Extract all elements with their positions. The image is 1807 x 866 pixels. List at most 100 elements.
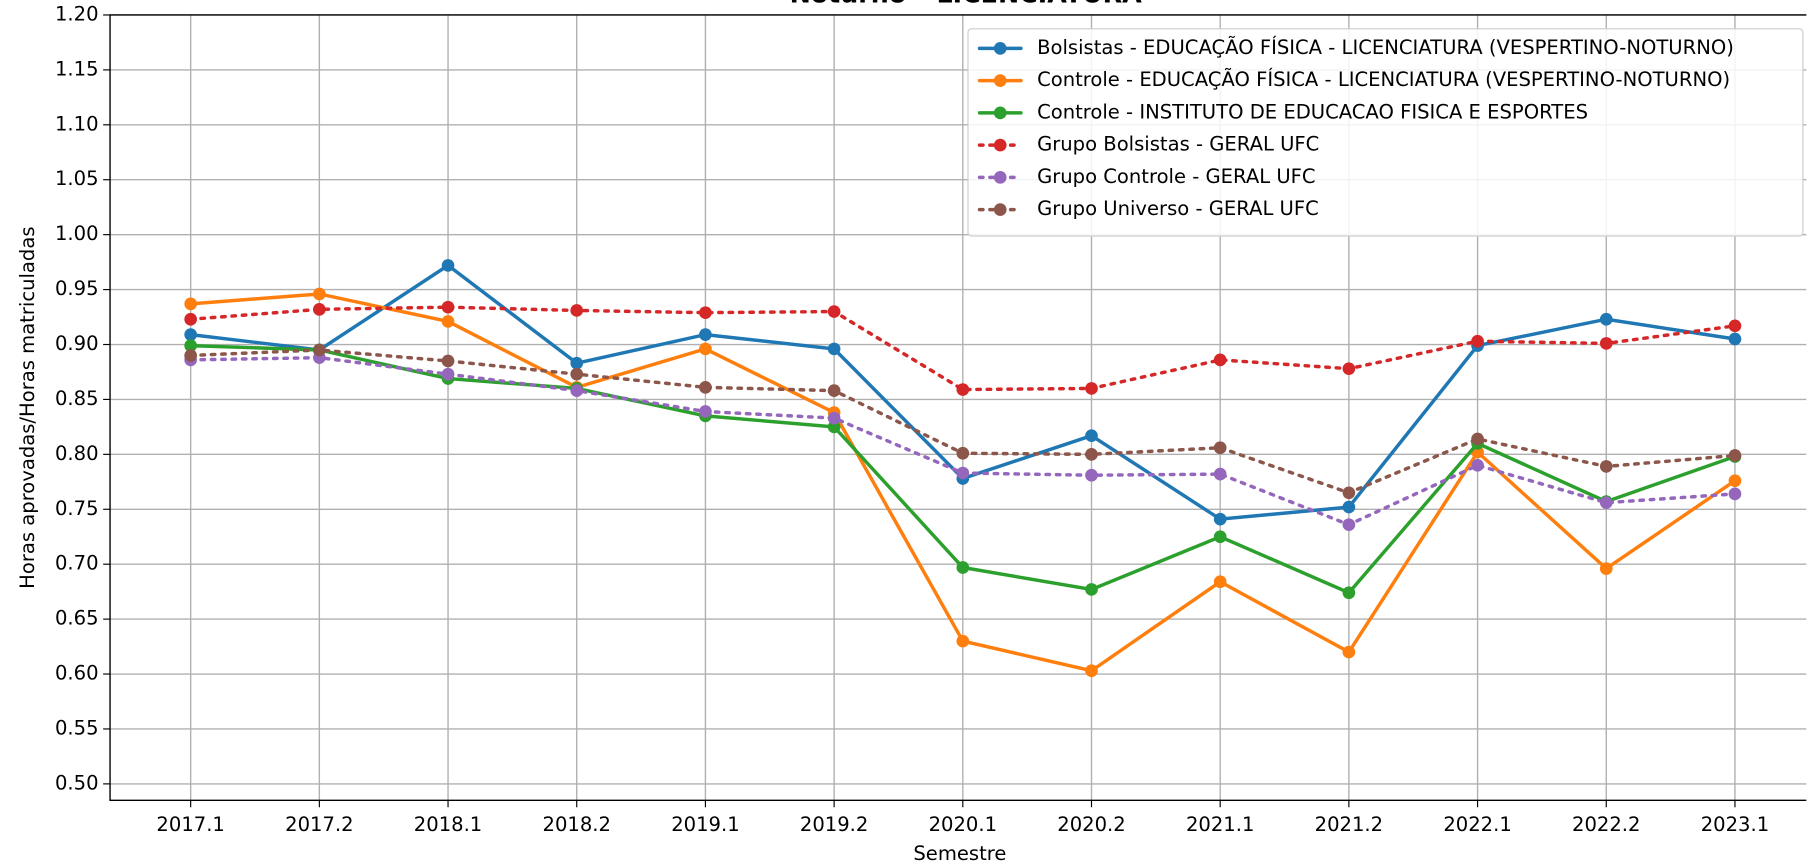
legend-marker — [993, 138, 1007, 152]
y-tick-label: 0.65 — [55, 607, 99, 630]
data-point — [570, 356, 584, 370]
x-tick-label: 2019.2 — [800, 813, 868, 836]
legend-label: Grupo Controle - GERAL UFC — [1037, 165, 1316, 188]
y-tick-label: 0.50 — [55, 771, 99, 794]
data-point — [827, 420, 841, 434]
x-tick-label: 2017.2 — [285, 813, 353, 836]
data-point — [184, 339, 197, 352]
data-point — [699, 381, 712, 394]
data-point — [1213, 512, 1227, 526]
legend-label: Controle - INSTITUTO DE EDUCACAO FISICA … — [1037, 100, 1588, 123]
x-tick-label: 2023.1 — [1701, 813, 1769, 836]
x-tick-label: 2020.2 — [1057, 813, 1125, 836]
data-point — [570, 304, 584, 317]
x-tick-label: 2019.1 — [671, 813, 739, 836]
data-point — [1599, 460, 1613, 473]
data-point — [570, 384, 584, 397]
x-axis-label: Semestre — [913, 842, 1006, 865]
data-point — [699, 306, 712, 319]
data-point — [1342, 645, 1356, 659]
x-tick-label: 2022.1 — [1443, 813, 1511, 836]
y-tick-label: 0.55 — [55, 716, 99, 739]
legend-marker — [993, 106, 1007, 120]
data-point — [313, 343, 326, 357]
data-point — [441, 354, 455, 368]
data-point — [1728, 474, 1742, 488]
data-point — [956, 383, 970, 396]
legend-marker — [993, 42, 1007, 55]
data-point — [1471, 458, 1484, 472]
data-point — [827, 411, 841, 425]
legend-label: Bolsistas - EDUCAÇÃO FÍSICA - LICENCIATU… — [1037, 36, 1734, 59]
data-point — [1599, 562, 1613, 575]
y-axis-label: Horas aprovadas/Horas matriculadas — [16, 226, 39, 588]
y-tick-label: 1.05 — [55, 167, 99, 190]
y-tick-label: 0.70 — [55, 552, 99, 575]
data-point — [313, 287, 326, 301]
y-tick-label: 1.20 — [55, 2, 99, 25]
data-point — [1728, 332, 1742, 346]
chart-title: Noturno – LICENCIATURA — [790, 0, 1143, 8]
data-point — [956, 634, 970, 648]
y-tick-label: 1.00 — [55, 222, 99, 245]
data-point — [827, 384, 841, 397]
legend-marker — [993, 203, 1007, 216]
data-point — [1213, 575, 1227, 589]
data-point — [1085, 429, 1098, 443]
y-tick-label: 0.85 — [55, 387, 99, 410]
data-point — [1213, 530, 1227, 544]
data-point — [699, 342, 712, 356]
y-tick-label: 0.90 — [55, 332, 99, 355]
data-point — [1728, 319, 1742, 333]
data-point — [1342, 518, 1356, 531]
legend-label: Controle - EDUCAÇÃO FÍSICA - LICENCIATUR… — [1037, 68, 1730, 91]
data-point — [1599, 337, 1613, 350]
data-point — [184, 328, 197, 341]
y-tick-label: 0.80 — [55, 442, 99, 465]
data-point — [1342, 362, 1356, 376]
data-point — [1085, 382, 1098, 395]
data-point — [699, 405, 712, 418]
data-point — [441, 259, 455, 272]
legend-label: Grupo Universo - GERAL UFC — [1037, 197, 1319, 220]
x-tick-label: 2021.2 — [1315, 813, 1383, 836]
data-point — [827, 342, 841, 356]
data-point — [1728, 449, 1742, 462]
data-point — [1085, 468, 1098, 482]
data-point — [1471, 334, 1484, 348]
data-point — [1342, 586, 1356, 600]
data-point — [441, 300, 455, 314]
data-point — [184, 349, 197, 362]
data-point — [1085, 664, 1098, 678]
data-point — [441, 315, 455, 328]
data-point — [699, 328, 712, 341]
data-point — [956, 446, 970, 460]
data-point — [956, 561, 970, 574]
y-tick-label: 0.75 — [55, 497, 99, 520]
data-point — [1342, 486, 1356, 500]
data-point — [1213, 353, 1227, 367]
data-point — [1085, 583, 1098, 596]
x-tick-label: 2017.1 — [156, 813, 224, 836]
data-point — [1213, 441, 1227, 455]
legend: Bolsistas - EDUCAÇÃO FÍSICA - LICENCIATU… — [967, 28, 1804, 237]
data-point — [1213, 467, 1227, 481]
data-point — [441, 367, 455, 381]
y-tick-label: 0.95 — [55, 277, 99, 300]
data-point — [184, 297, 197, 311]
x-tick-label: 2022.2 — [1572, 813, 1640, 836]
axes-frame — [109, 14, 1807, 802]
data-point — [1342, 500, 1356, 514]
x-tick-label: 2018.1 — [414, 813, 482, 836]
legend-marker — [993, 171, 1007, 184]
legend-marker — [993, 74, 1007, 87]
data-point — [956, 466, 970, 480]
legend-box — [967, 28, 1804, 237]
legend-label: Grupo Bolsistas - GERAL UFC — [1037, 133, 1319, 156]
data-point — [313, 303, 326, 316]
y-tick-label: 1.15 — [55, 57, 99, 80]
x-tick-label: 2018.2 — [543, 813, 611, 836]
data-point — [184, 312, 197, 326]
data-point — [1599, 312, 1613, 326]
y-tick-label: 1.10 — [55, 112, 99, 135]
